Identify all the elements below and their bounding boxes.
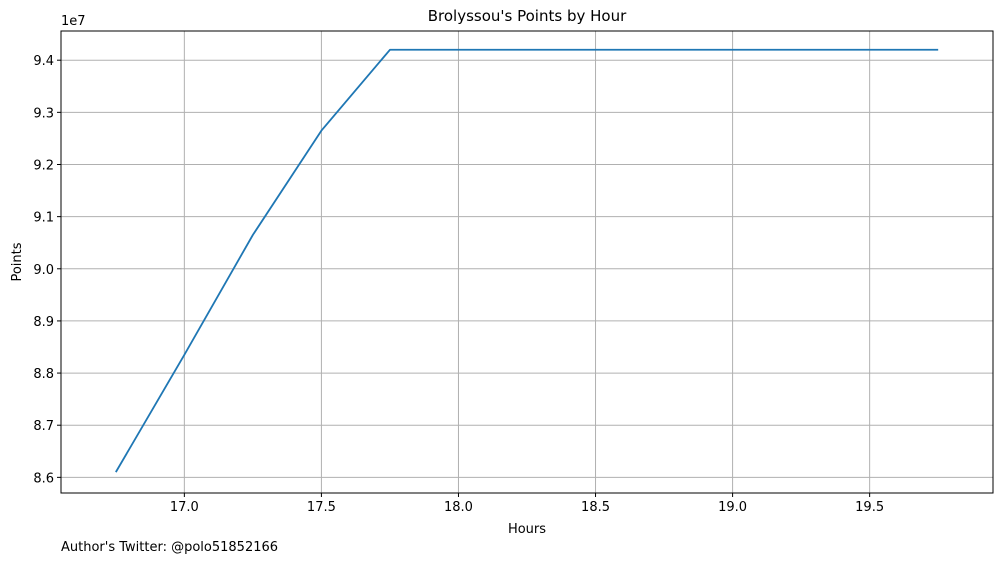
chart-title: Brolyssou's Points by Hour	[428, 7, 627, 25]
x-tick-label: 19.0	[718, 500, 747, 515]
y-tick-label: 8.7	[33, 419, 54, 434]
grid-layer	[61, 31, 993, 493]
y-tick-label: 8.9	[33, 315, 54, 330]
x-tick-label: 18.0	[444, 500, 473, 515]
y-axis: 8.6 8.7 8.8 8.9 9.0 9.1 9.2 9.3 9.4	[33, 54, 61, 486]
y-tick-label: 9.3	[33, 106, 54, 121]
x-tick-label: 18.5	[581, 500, 610, 515]
x-tick-label: 19.5	[855, 500, 884, 515]
author-caption: Author's Twitter: @polo51852166	[61, 540, 278, 555]
y-tick-label: 9.1	[33, 211, 54, 226]
y-axis-scale-label: 1e7	[61, 14, 86, 29]
x-tick-label: 17.5	[307, 500, 336, 515]
series-line	[115, 48, 939, 473]
y-tick-label: 8.8	[33, 367, 54, 382]
y-tick-label: 8.6	[33, 471, 54, 486]
y-axis-label: Points	[10, 242, 25, 281]
plot-frame	[60, 30, 994, 494]
x-tick-label: 17.0	[170, 500, 199, 515]
y-tick-label: 9.4	[33, 54, 54, 69]
x-axis-label: Hours	[508, 522, 546, 537]
y-tick-label: 9.2	[33, 158, 54, 173]
series-layer	[115, 48, 939, 473]
x-axis: 17.0 17.5 18.0 18.5 19.0 19.5	[170, 493, 884, 515]
y-tick-label: 9.0	[33, 263, 54, 278]
